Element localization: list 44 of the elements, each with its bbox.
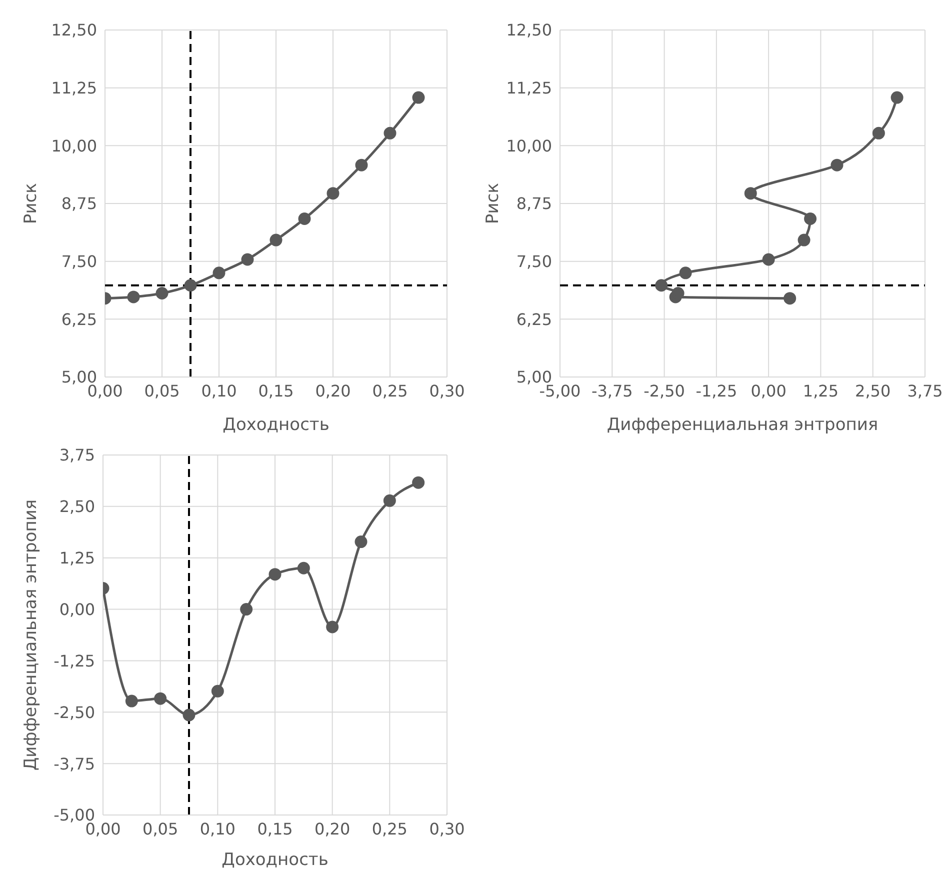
y-tick-label: 2,50 — [59, 497, 95, 516]
x-axis-title: Дифференциальная энтропия — [606, 415, 878, 435]
x-tick-label: -1,25 — [696, 381, 738, 400]
x-tick-label: 0,25 — [372, 819, 408, 838]
x-axis-title: Доходность — [222, 850, 328, 870]
y-axis-title: Дифференциальная энтропия — [21, 499, 42, 771]
x-tick-label: 0,05 — [144, 381, 180, 400]
x-tick-label: 0,05 — [142, 819, 178, 838]
y-tick-label: 10,00 — [51, 136, 97, 156]
x-tick-label: -2,50 — [644, 381, 685, 400]
x-tick-label: 0,30 — [429, 381, 465, 400]
y-tick-label: 8,75 — [516, 194, 552, 214]
y-tick-label: -2,50 — [54, 702, 95, 722]
y-tick-label: 6,25 — [61, 310, 97, 329]
y-tick-label: 6,25 — [516, 310, 552, 329]
y-tick-label: 7,50 — [61, 252, 97, 272]
y-tick-label: 11,25 — [506, 78, 552, 98]
x-tick-label: 1,25 — [802, 381, 839, 400]
y-tick-label: 11,25 — [51, 78, 97, 98]
x-tick-label: 0,25 — [372, 381, 408, 400]
y-tick-label: -3,75 — [54, 754, 95, 774]
x-axis-title: Доходность — [222, 415, 330, 435]
x-tick-label: 0,10 — [201, 381, 237, 400]
x-tick-label: 3,75 — [907, 381, 943, 400]
x-tick-label: 0,10 — [200, 819, 236, 838]
x-tick-label: 2,50 — [855, 381, 891, 400]
y-tick-label: 1,25 — [59, 548, 95, 568]
y-axis-title: Риск — [21, 183, 42, 224]
x-tick-label: 0,15 — [258, 381, 294, 400]
y-tick-label: 0,00 — [59, 600, 95, 619]
x-tick-label: -3,75 — [591, 381, 633, 400]
x-tick-label: 0,20 — [315, 381, 351, 400]
y-axis-title: Риск — [483, 183, 504, 224]
y-tick-label: 12,50 — [506, 20, 552, 40]
y-tick-label: -1,25 — [54, 651, 95, 670]
x-tick-label: 0,20 — [314, 819, 350, 838]
y-tick-label: 12,50 — [51, 20, 97, 40]
y-tick-label: 3,75 — [59, 446, 95, 465]
x-tick-label: 0,15 — [257, 819, 293, 838]
y-tick-label: 8,75 — [61, 194, 97, 214]
x-tick-label: 0,00 — [750, 381, 786, 400]
x-tick-label: 0,30 — [429, 819, 465, 838]
y-tick-label: 10,00 — [506, 136, 552, 156]
y-tick-label: 7,50 — [516, 252, 552, 272]
